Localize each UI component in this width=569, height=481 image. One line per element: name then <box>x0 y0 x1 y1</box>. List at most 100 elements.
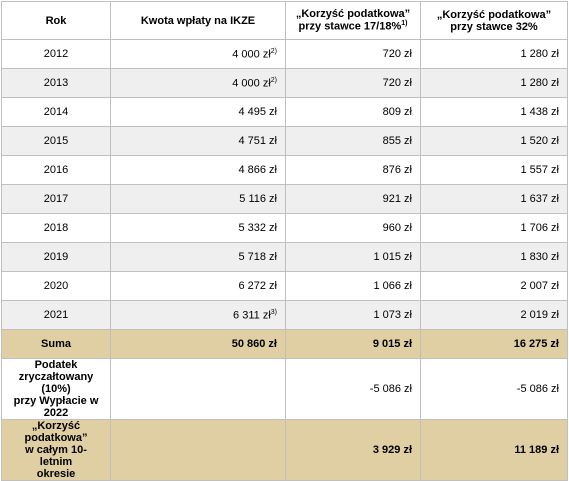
cell-text: 4 000 zł <box>232 77 271 90</box>
table-cell: Kwota wpłaty na IKZE <box>110 1 286 40</box>
cell-text: 1 830 zł <box>520 251 559 263</box>
cell-text: w całym 10-letnim <box>25 444 87 468</box>
table-cell: „Korzyść podatkowa” przy stawce 17/18%1) <box>285 1 421 40</box>
cell-text: 720 zł <box>382 77 412 89</box>
table-cell: 2015 <box>1 126 111 156</box>
cell-text: 1 073 zł <box>373 309 412 321</box>
table-cell: 5 332 zł <box>110 213 286 243</box>
table-cell <box>110 358 286 420</box>
cell-text: 4 866 zł <box>238 164 277 176</box>
cell-text: „Korzyść podatkowa” <box>24 420 88 445</box>
cell-text: „Korzyść podatkowa” <box>295 8 411 21</box>
cell-text: -5 086 zł <box>516 383 559 395</box>
cell-text: 1 520 zł <box>520 135 559 147</box>
cell-text: Rok <box>45 14 67 27</box>
table-cell: 2013 <box>1 68 111 98</box>
table-row: 2020 6 272 zł 1 066 zł 2 007 zł <box>1 271 568 301</box>
table-cell: 4 866 zł <box>110 155 286 185</box>
cell-text: 2 019 zł <box>520 309 559 321</box>
table-row: Podatek zryczałtowany (10%) przy Wypłacie … <box>1 358 568 420</box>
cell-text: 2 007 zł <box>520 280 559 292</box>
table-cell: 876 zł <box>285 155 421 185</box>
table-cell: Podatek zryczałtowany (10%) przy Wypłacie … <box>1 358 111 420</box>
cell-text: 1 280 zł <box>520 48 559 60</box>
footnote-mark: 2) <box>270 76 277 84</box>
table-row: 2015 4 751 zł 855 zł 1 520 zł <box>1 126 568 156</box>
cell-text: Podatek zryczałtowany <box>18 359 94 384</box>
footnote-mark: 1) <box>401 20 408 28</box>
table-cell: 2 007 zł <box>420 271 568 301</box>
table-cell: 3 929 zł <box>285 419 421 481</box>
table-cell: 5 116 zł <box>110 184 286 214</box>
cell-text: 921 zł <box>382 193 412 205</box>
table-cell: 6 311 zł3) <box>110 300 286 330</box>
cell-text: 1 438 zł <box>520 106 559 118</box>
cell-text: 720 zł <box>382 48 412 60</box>
cell-text: 2017 <box>43 193 69 205</box>
cell-text: 2019 <box>43 251 69 263</box>
table-row: 2016 4 866 zł 876 zł 1 557 zł <box>1 155 568 185</box>
cell-text: 11 189 zł <box>514 444 559 456</box>
cell-text: 809 zł <box>382 106 412 118</box>
table-cell: 5 718 zł <box>110 242 286 272</box>
table-cell: 6 272 zł <box>110 271 286 301</box>
cell-text: 2012 <box>43 48 69 60</box>
cell-text: 1 637 zł <box>520 193 559 205</box>
table-row: 2019 5 718 zł 1 015 zł 1 830 zł <box>1 242 568 272</box>
table-row: 2021 6 311 zł3) 1 073 zł 2 019 zł <box>1 300 568 330</box>
footnote-mark: 3) <box>270 308 277 316</box>
table-cell: 2012 <box>1 39 111 69</box>
table-cell: „Korzyść podatkowa” przy stawce 32% <box>420 1 568 40</box>
cell-text: Kwota wpłaty na IKZE <box>140 14 256 27</box>
table-cell: 809 zł <box>285 97 421 127</box>
table-cell: 4 751 zł <box>110 126 286 156</box>
table-cell: 1 637 zł <box>420 184 568 214</box>
cell-text: 2013 <box>43 77 69 89</box>
cell-text: 6 272 zł <box>238 280 277 292</box>
cell-text: 1 280 zł <box>520 77 559 89</box>
cell-text: 2018 <box>43 222 69 234</box>
table-cell: 855 zł <box>285 126 421 156</box>
table-cell: 2014 <box>1 97 111 127</box>
table-cell: 9 015 zł <box>285 329 421 359</box>
cell-text: 2021 <box>43 309 69 321</box>
cell-text: przy stawce 32% <box>450 20 538 33</box>
cell-text: „Korzyść podatkowa” <box>436 8 552 21</box>
table-cell: 1 830 zł <box>420 242 568 272</box>
cell-text: (10%) <box>41 383 71 395</box>
table-cell <box>110 419 286 481</box>
cell-text: 5 718 zł <box>238 251 277 263</box>
cell-text: Suma <box>41 338 71 350</box>
cell-text: przy stawce 17/18% <box>298 20 402 33</box>
table-cell: -5 086 zł <box>285 358 421 420</box>
cell-text: 9 015 zł <box>372 338 412 350</box>
table-cell: 4 495 zł <box>110 97 286 127</box>
table-cell: 1 015 zł <box>285 242 421 272</box>
cell-text: 855 zł <box>382 135 412 147</box>
table-row: „Korzyść podatkowa” w całym 10-letnim okre… <box>1 419 568 481</box>
table-row: 2014 4 495 zł 809 zł 1 438 zł <box>1 97 568 127</box>
table-cell: 2021 <box>1 300 111 330</box>
cell-text: 5 332 zł <box>238 222 277 234</box>
table-cell: 1 557 zł <box>420 155 568 185</box>
table-row: 2013 4 000 zł2) 720 zł 1 280 zł <box>1 68 568 98</box>
cell-text: 2020 <box>43 280 69 292</box>
table-row: Rok Kwota wpłaty na IKZE „Korzyść podatkow… <box>1 1 568 40</box>
table-cell: 1 438 zł <box>420 97 568 127</box>
table-row: Suma 50 860 zł 9 015 zł 16 275 zł <box>1 329 568 359</box>
table-cell: 2019 <box>1 242 111 272</box>
table-cell: 1 280 zł <box>420 39 568 69</box>
cell-text: 2014 <box>43 106 69 118</box>
cell-text: 2016 <box>43 164 69 176</box>
table-cell: 2018 <box>1 213 111 243</box>
cell-text: 2015 <box>43 135 69 147</box>
table-cell: 720 zł <box>285 39 421 69</box>
table-cell: -5 086 zł <box>420 358 568 420</box>
cell-text: 16 275 zł <box>513 338 559 350</box>
cell-text: przy Wypłacie w 2022 <box>13 395 99 419</box>
cell-text: 1 015 zł <box>373 251 412 263</box>
table-row: 2012 4 000 zł2) 720 zł 1 280 zł <box>1 39 568 69</box>
cell-text: 3 929 zł <box>372 444 412 456</box>
cell-text: 1 557 zł <box>520 164 559 176</box>
table-cell: 16 275 zł <box>420 329 568 359</box>
